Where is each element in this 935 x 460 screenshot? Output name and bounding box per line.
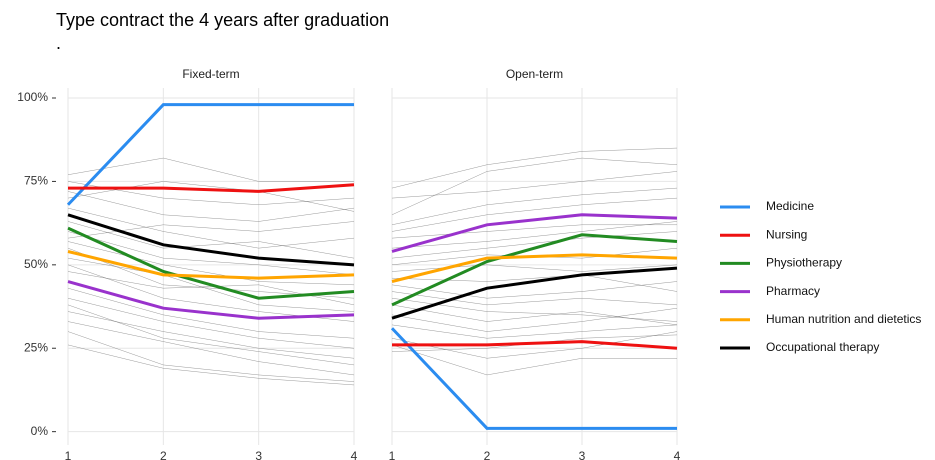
legend-label: Medicine: [766, 199, 814, 213]
background-line: [391, 291, 678, 306]
x-tick-label: 2: [160, 449, 167, 460]
background-line: [391, 224, 677, 239]
background-line: [391, 157, 678, 216]
background-line: [67, 181, 355, 212]
legend-label: Human nutrition and dietetics: [766, 312, 921, 326]
x-tick-label: 2: [484, 449, 491, 460]
background-line: [67, 297, 355, 349]
series-line: [391, 213, 678, 253]
background-line: [67, 221, 355, 259]
background-line: [67, 321, 355, 376]
background-line: [391, 187, 678, 226]
panel-title: Fixed-term: [182, 67, 239, 81]
y-tick-label: 100%: [17, 90, 48, 104]
y-tick-label: 25%: [24, 340, 48, 354]
background-line: [391, 274, 678, 292]
background-line: [67, 191, 355, 222]
legend-label: Nursing: [766, 227, 807, 241]
y-tick-label: 75%: [24, 174, 48, 188]
series-line: [391, 253, 678, 283]
background-line: [391, 344, 677, 376]
legend-label: Pharmacy: [766, 284, 820, 298]
background-line: [67, 311, 355, 359]
x-tick-label: 4: [351, 449, 358, 460]
chart-title: Type contract the 4 years after graduati…: [56, 10, 389, 30]
background-line: [391, 307, 678, 332]
background-line: [391, 331, 678, 359]
legend-label: Occupational therapy: [766, 340, 879, 354]
x-tick-label: 1: [389, 449, 396, 460]
background-line: [67, 207, 355, 249]
x-tick-label: 3: [255, 449, 262, 460]
background-line: [67, 157, 354, 182]
background-line: [391, 221, 678, 249]
series-line: [67, 250, 355, 280]
series-line: [392, 340, 678, 350]
y-tick-label: 0%: [31, 424, 49, 438]
background-line: [391, 304, 678, 326]
series-line: [391, 266, 678, 320]
background-line: [67, 221, 355, 239]
background-line: [67, 344, 355, 386]
series-line: [391, 233, 678, 307]
background-line: [67, 241, 355, 286]
series-line: [67, 213, 355, 267]
background-line: [67, 257, 355, 312]
series-line: [67, 280, 355, 320]
series-line: [66, 103, 354, 206]
background-line: [391, 171, 678, 199]
background-line: [67, 181, 355, 206]
background-line: [67, 287, 355, 339]
chart-subtitle: .: [56, 33, 61, 53]
background-line: [391, 147, 678, 189]
background-line: [67, 231, 355, 276]
background-line: [391, 264, 678, 272]
series-line: [68, 183, 355, 193]
background-line: [391, 281, 678, 299]
background-line: [391, 231, 678, 259]
x-tick-label: 3: [579, 449, 586, 460]
series-line: [67, 226, 355, 300]
series-line: [390, 327, 677, 430]
background-line: [67, 331, 355, 382]
x-tick-label: 4: [674, 449, 681, 460]
y-tick-label: 50%: [24, 257, 48, 271]
background-line: [391, 324, 678, 339]
x-tick-label: 1: [65, 449, 72, 460]
panel-title: Open-term: [506, 67, 563, 81]
background-line: [391, 197, 678, 232]
legend-label: Physiotherapy: [766, 256, 842, 270]
